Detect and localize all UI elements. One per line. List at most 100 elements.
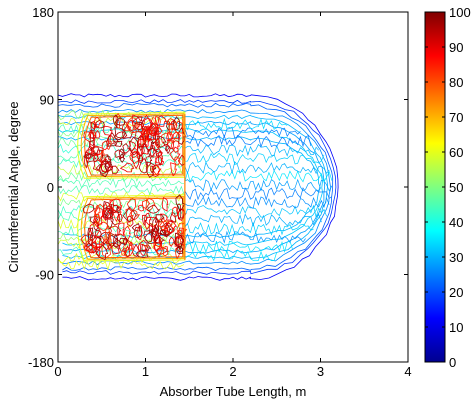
contour-line	[98, 160, 110, 178]
contour-line	[100, 158, 113, 173]
contour-line	[104, 155, 112, 168]
contour-line	[145, 161, 157, 178]
contour-line	[175, 194, 186, 212]
contour-line	[161, 197, 169, 212]
contour-line	[155, 247, 169, 255]
contour-line	[96, 149, 104, 162]
contour-line	[57, 150, 185, 162]
contour-line	[57, 163, 185, 175]
contour-line	[114, 149, 127, 159]
contour-line	[57, 245, 185, 257]
contour-line	[109, 225, 122, 236]
contour-line	[95, 163, 108, 175]
contour-line	[116, 213, 123, 223]
contour-line	[139, 132, 152, 148]
contour-line	[133, 224, 143, 239]
contour-line	[149, 144, 156, 158]
contour-line	[184, 169, 333, 183]
contour-line	[153, 232, 162, 253]
contour-line	[102, 241, 112, 251]
contour-line	[94, 119, 106, 129]
x-tick-label: 4	[404, 364, 411, 379]
contour-line	[151, 226, 163, 243]
contour-line	[107, 135, 116, 145]
contour-line	[146, 204, 161, 214]
contour-line	[128, 241, 134, 250]
contour-line	[137, 204, 145, 212]
contour-line	[108, 198, 123, 214]
contour-line	[148, 125, 159, 137]
contour-line	[184, 230, 306, 244]
contour-line	[145, 216, 160, 228]
x-tick-label: 3	[317, 364, 324, 379]
contour-line	[115, 131, 128, 139]
contour-line	[77, 111, 186, 179]
contour-line	[137, 134, 146, 152]
contour-line	[123, 237, 129, 246]
colorbar-tick-label: 90	[449, 40, 463, 55]
contour-line	[132, 116, 145, 126]
contour-line	[132, 243, 140, 257]
contour-line	[106, 209, 114, 230]
contour-line	[127, 119, 136, 131]
contour-line	[95, 245, 101, 257]
contour-line	[170, 140, 180, 153]
contour-line	[142, 117, 154, 129]
contour-line	[126, 198, 137, 213]
colorbar-tick-label: 20	[449, 285, 463, 300]
x-tick-label: 0	[54, 364, 61, 379]
contour-line	[184, 126, 301, 139]
contour-line	[87, 227, 94, 239]
contour-line	[184, 143, 319, 157]
contour-line	[94, 204, 101, 218]
x-axis-ticks: 0 1 2 3 4	[54, 12, 412, 379]
contour-line	[124, 245, 131, 258]
y-tick-label: 180	[32, 5, 54, 20]
contour-line	[184, 161, 330, 175]
colorbar: 0 10 20 30 40 50 60 70 80 90 100	[424, 5, 471, 370]
contour-line	[114, 127, 127, 141]
contour-line	[112, 114, 119, 128]
x-tick-label: 1	[142, 364, 149, 379]
contour-line	[154, 214, 165, 223]
x-axis-label: Absorber Tube Length, m	[160, 384, 307, 399]
plot-background	[58, 12, 408, 362]
contour-line	[177, 208, 186, 220]
contour-line	[92, 159, 104, 171]
contour-line	[139, 243, 147, 256]
contour-line	[84, 197, 184, 259]
contour-line	[113, 233, 119, 250]
contour-line	[89, 222, 101, 238]
contour-line	[157, 149, 163, 167]
contour-line	[135, 249, 149, 259]
contour-line	[89, 215, 99, 224]
y-axis-label: Circumferential Angle, degree	[6, 101, 21, 272]
contour-line	[122, 206, 138, 223]
contour-line	[85, 153, 97, 163]
contour-line	[138, 157, 148, 174]
contour-line	[83, 238, 97, 254]
contour-line	[118, 152, 125, 163]
contour-line	[184, 213, 322, 227]
contour-line	[128, 140, 137, 153]
contour-line	[114, 140, 123, 148]
contour-line	[131, 114, 142, 131]
contour-line	[88, 241, 99, 254]
contour-line	[102, 125, 113, 136]
contour-line	[148, 222, 154, 235]
contour-line	[168, 120, 174, 137]
colorbar-tick-label: 0	[449, 355, 456, 370]
contour-line	[129, 209, 141, 221]
contour-line	[131, 223, 141, 232]
contour-line	[57, 185, 185, 196]
contour-line	[160, 213, 168, 223]
contour-line	[143, 228, 153, 243]
contour-line	[162, 246, 169, 257]
y-tick-label: 0	[47, 180, 54, 195]
contour-line	[167, 118, 176, 126]
contour-line	[155, 151, 164, 164]
contour-line	[93, 207, 104, 225]
contour-line	[154, 154, 165, 166]
contour-line	[184, 240, 293, 254]
x-tick-label: 2	[229, 364, 236, 379]
